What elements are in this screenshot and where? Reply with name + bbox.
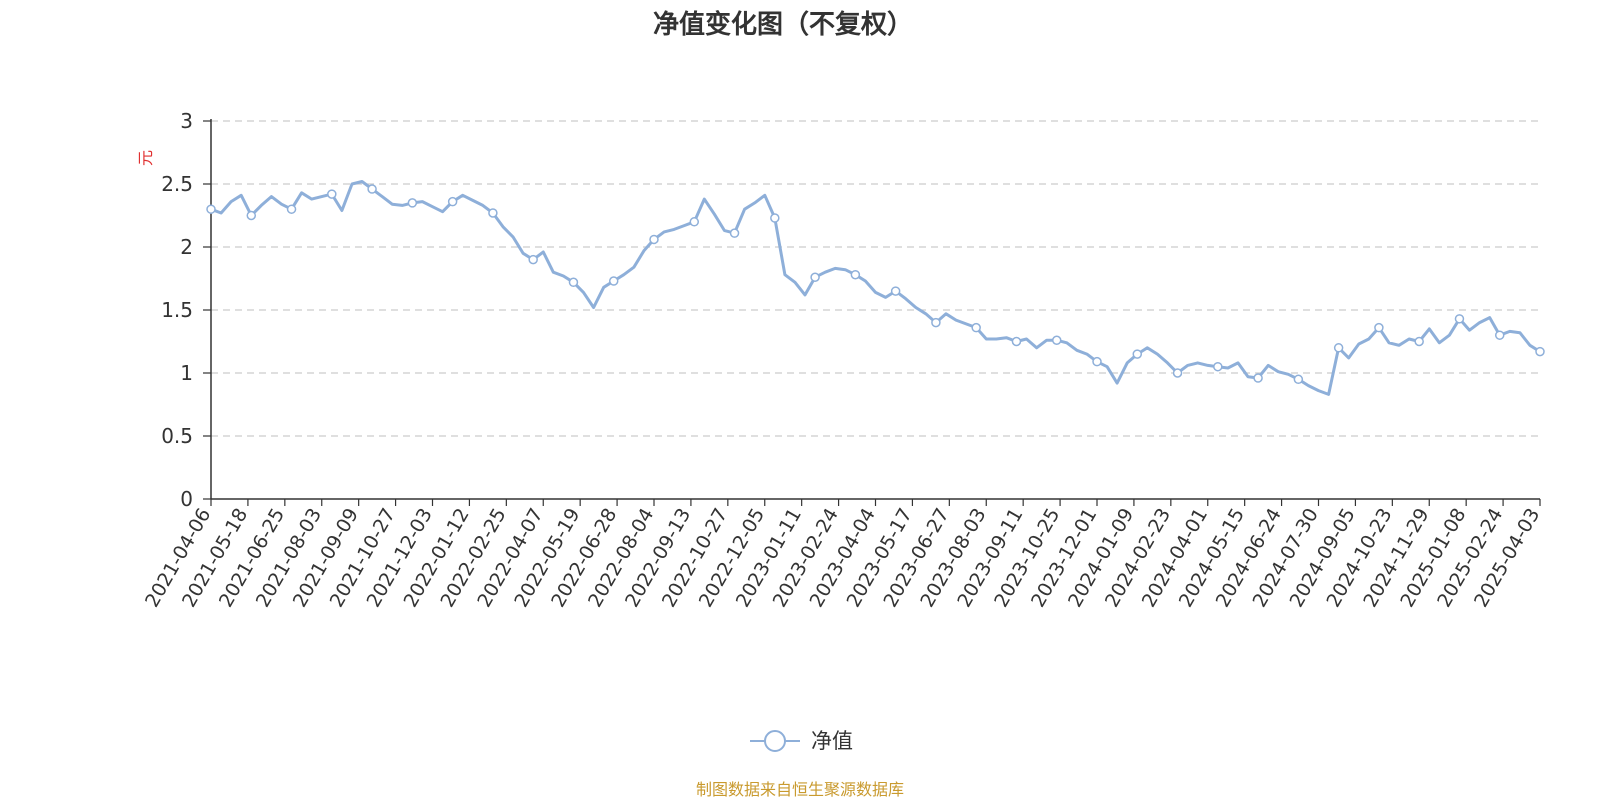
data-point[interactable] xyxy=(447,196,458,207)
data-point[interactable] xyxy=(1293,374,1304,385)
data-point[interactable] xyxy=(608,276,619,286)
data-point[interactable] xyxy=(1374,322,1384,333)
axes xyxy=(210,119,1540,500)
data-point[interactable] xyxy=(729,228,740,238)
y-tick-label: 1 xyxy=(180,361,193,385)
legend[interactable]: 净值 xyxy=(750,729,853,753)
data-point[interactable] xyxy=(1172,368,1183,378)
data-point[interactable] xyxy=(1213,361,1223,372)
series-nav xyxy=(206,180,1545,396)
y-tick-label: 1.5 xyxy=(161,298,193,322)
data-point[interactable] xyxy=(488,208,498,218)
y-axis-unit: 元 xyxy=(136,150,155,166)
data-point[interactable] xyxy=(1414,336,1424,347)
data-point[interactable] xyxy=(246,210,257,221)
y-tick-label: 0 xyxy=(180,487,193,511)
data-point[interactable] xyxy=(810,272,820,282)
x-axis-ticks: 2021-04-062021-05-182021-06-252021-08-03… xyxy=(141,499,1544,611)
data-point[interactable] xyxy=(1011,336,1022,347)
data-point[interactable] xyxy=(971,322,981,333)
data-point[interactable] xyxy=(1333,343,1344,353)
legend-label: 净值 xyxy=(811,729,853,753)
data-point[interactable] xyxy=(367,184,377,194)
series-line xyxy=(210,180,1541,396)
data-point[interactable] xyxy=(931,317,941,328)
data-point[interactable] xyxy=(850,269,861,280)
legend-circle-icon xyxy=(764,730,786,752)
y-tick-label: 0.5 xyxy=(161,424,193,448)
y-tick-label: 3 xyxy=(180,109,193,133)
data-point[interactable] xyxy=(1535,346,1545,357)
y-tick-label: 2.5 xyxy=(161,172,193,196)
grid-lines xyxy=(211,120,1540,437)
data-point[interactable] xyxy=(770,213,780,223)
data-point[interactable] xyxy=(689,217,700,227)
y-axis-ticks: 0 0.5 1 1.5 2 2.5 3 xyxy=(161,109,211,511)
data-point[interactable] xyxy=(1494,330,1505,340)
data-point[interactable] xyxy=(1092,356,1102,367)
chart-title: 净值变化图（不复权） xyxy=(653,9,913,40)
data-point[interactable] xyxy=(206,204,216,214)
data-point[interactable] xyxy=(528,254,538,265)
data-point[interactable] xyxy=(286,204,297,214)
data-point[interactable] xyxy=(1051,335,1062,345)
y-tick-label: 2 xyxy=(180,235,193,259)
data-point[interactable] xyxy=(1132,349,1143,359)
data-point[interactable] xyxy=(649,234,659,245)
data-point[interactable] xyxy=(1454,314,1465,324)
data-point[interactable] xyxy=(568,277,579,288)
data-point[interactable] xyxy=(890,286,901,296)
data-point[interactable] xyxy=(407,198,418,208)
source-note: 制图数据来自恒生聚源数据库 xyxy=(696,780,904,799)
data-point[interactable] xyxy=(1253,373,1263,383)
data-point[interactable] xyxy=(327,189,337,199)
